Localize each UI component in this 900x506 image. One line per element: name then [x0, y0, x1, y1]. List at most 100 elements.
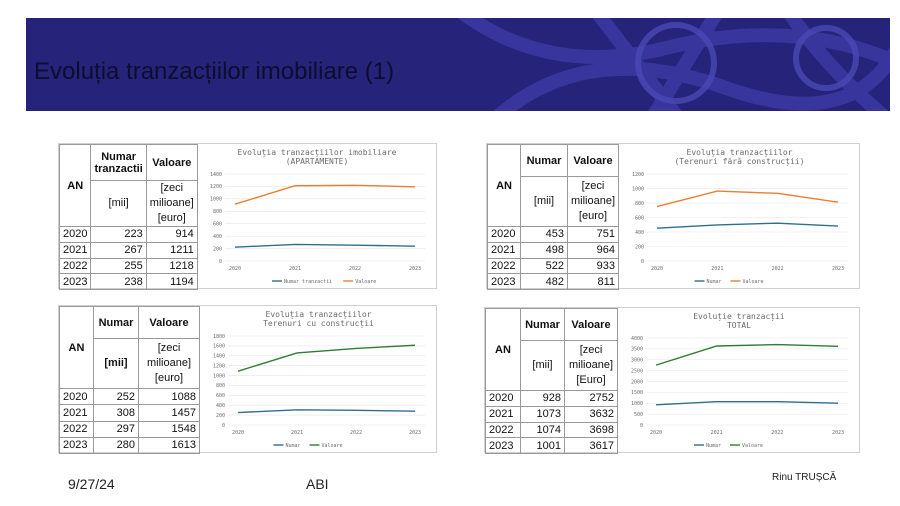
- data-table: AN Numar tranzactii Valoare [mii] [zeci …: [58, 144, 198, 290]
- cell-year: 2021: [486, 241, 522, 259]
- cell-count: 267: [90, 241, 147, 259]
- footer-date: 9/27/24: [68, 476, 115, 492]
- slide-title: Evoluția tranzacțiilor imobiliare (1): [34, 58, 395, 85]
- table-row: 2020 928 2752: [485, 390, 618, 407]
- cell-count: 255: [90, 257, 147, 275]
- header-count: Numar: [93, 306, 139, 339]
- legend-label: Valoare: [742, 443, 763, 449]
- title-banner: Evoluția tranzacțiilor imobiliare (1): [26, 18, 890, 111]
- cell-count: 308: [93, 404, 139, 422]
- cell-value: 751: [566, 226, 620, 243]
- cell-count: 297: [93, 420, 139, 438]
- series-line: [656, 190, 839, 208]
- unit-count: [mii]: [93, 338, 139, 389]
- y-tick-label: 0: [640, 423, 643, 429]
- header-count: Numar: [520, 144, 568, 177]
- cell-count: 522: [520, 257, 568, 275]
- table-row: 2022 522 933: [486, 257, 620, 275]
- y-tick-label: 400: [216, 403, 225, 409]
- cell-year: 2021: [485, 405, 521, 423]
- y-tick-label: 4000: [631, 336, 643, 342]
- header-value: Valoare: [564, 308, 618, 341]
- legend-label: Valoare: [355, 279, 376, 285]
- y-tick-label: 800: [213, 209, 222, 215]
- unit-value: [zeci milioane] [euro]: [566, 176, 620, 227]
- cell-value: 1548: [138, 420, 200, 438]
- x-tick-label: 2021: [711, 266, 723, 272]
- chart-terenuri-cu-constructii: Evoluția tranzacțiilor Terenuri cu constr…: [200, 306, 437, 453]
- header-an: AN: [59, 306, 94, 389]
- table-row: 2023 280 1613: [59, 436, 200, 455]
- cell-year: 2020: [485, 390, 521, 407]
- chart-terenuri-fara-constructii: Evoluția tranzacțiilor (Terenuri fără con…: [619, 144, 860, 289]
- y-tick-label: 2000: [631, 379, 643, 385]
- footer-center-text: ABI: [306, 476, 329, 492]
- cell-year: 2021: [58, 241, 92, 259]
- y-tick-label: 1400: [213, 354, 225, 360]
- cell-value: 3617: [564, 437, 618, 454]
- chart-svg: Evoluția tranzacțiilor imobiliare(APARTA…: [210, 148, 425, 285]
- y-tick-label: 0: [222, 423, 225, 429]
- table-row: 2022 255 1218: [58, 257, 198, 275]
- y-tick-label: 1000: [213, 373, 225, 379]
- legend-label: Numar: [286, 443, 301, 449]
- y-tick-label: 600: [216, 393, 225, 399]
- y-tick-label: 800: [216, 383, 225, 389]
- x-tick-label: 2020: [651, 266, 663, 272]
- unit-count: [mii]: [90, 180, 147, 227]
- x-tick-label: 2022: [350, 430, 362, 436]
- cell-year: 2022: [58, 257, 92, 275]
- table-row: 2021 1073 3632: [485, 405, 618, 423]
- cell-count: 280: [93, 436, 139, 455]
- unit-count: [mii]: [520, 340, 565, 391]
- cell-value: 2752: [564, 390, 618, 407]
- unit-value: [zeci milioane] [Euro]: [564, 340, 618, 391]
- table-row: 2023 238 1194: [58, 273, 198, 290]
- legend-label: Numar: [707, 279, 722, 285]
- cell-value: 964: [566, 241, 620, 259]
- series-line: [655, 343, 839, 366]
- x-tick-label: 2023: [832, 430, 844, 436]
- y-tick-label: 1400: [210, 172, 222, 178]
- cell-count: 223: [90, 226, 147, 243]
- x-tick-label: 2020: [232, 430, 244, 436]
- header-count: Numar: [520, 308, 565, 341]
- chart-title-line: TOTAL: [727, 321, 751, 330]
- cell-year: 2022: [486, 257, 522, 275]
- y-tick-label: 1200: [210, 184, 222, 190]
- cell-count: 453: [520, 226, 568, 243]
- header-value: Valoare: [566, 144, 620, 177]
- cell-year: 2023: [486, 273, 522, 290]
- chart-title-line: Evoluția tranzacțiilor: [266, 310, 372, 320]
- cell-count: 1001: [520, 437, 565, 454]
- table-row: 2021 498 964: [486, 241, 620, 259]
- chart-apartamente: Evoluția tranzacțiilor imobiliare (APARTA…: [197, 144, 437, 289]
- cell-year: 2020: [58, 226, 92, 243]
- cell-value: 1194: [145, 273, 198, 290]
- footer-author: Rinu TRUȘCĂ: [772, 472, 837, 483]
- cell-count: 1073: [520, 405, 565, 423]
- cell-count: 1074: [520, 421, 565, 439]
- table-row: 2023 482 811: [486, 273, 620, 290]
- table-row: 2022 297 1548: [59, 420, 200, 438]
- cell-value: 3632: [564, 405, 618, 423]
- y-tick-label: 0: [219, 259, 222, 265]
- table-row: 2023 1001 3617: [485, 437, 618, 454]
- y-tick-label: 1800: [213, 334, 225, 340]
- cell-value: 1218: [145, 257, 198, 275]
- chart-title-line: Evoluția tranzacțiilor: [687, 148, 793, 158]
- unit-count: [mii]: [520, 176, 568, 227]
- table-row: 2021 308 1457: [59, 404, 200, 422]
- series-line: [656, 222, 839, 229]
- x-tick-label: 2022: [349, 266, 361, 272]
- chart-title-line: (Terenuri fără construcții): [674, 157, 804, 167]
- cell-value: 933: [566, 257, 620, 275]
- table-row: 2020 223 914: [58, 226, 198, 243]
- cell-year: 2020: [486, 226, 522, 243]
- y-tick-label: 200: [213, 246, 222, 252]
- chart-title-line: Evoluția tranzacțiilor imobiliare: [238, 148, 397, 158]
- series-line: [655, 400, 839, 406]
- x-tick-label: 2021: [711, 430, 723, 436]
